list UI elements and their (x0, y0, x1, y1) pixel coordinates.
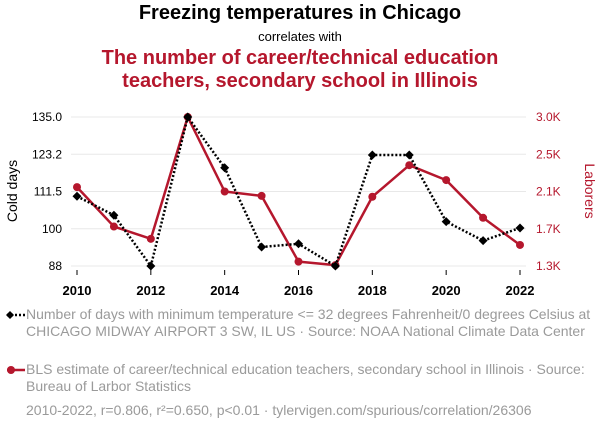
footer-stats: 2010-2022, r=0.806, r²=0.650, p<0.01 · t… (26, 402, 532, 418)
series-group (72, 112, 525, 271)
x-tick-label: 2012 (136, 283, 165, 298)
secondary-title-line-2: teachers, secondary school in Illinois (122, 70, 478, 92)
chart-title: Freezing temperatures in Chicago (138, 2, 462, 24)
data-point-cold-days (183, 112, 193, 122)
y-tick-label-left: 123.2 (32, 147, 62, 161)
data-point-cold-days (257, 242, 267, 252)
left-axis-ticks: 135.0 123.2 111.5 100 88 (32, 110, 62, 273)
y-tick-label-left: 100 (42, 222, 62, 236)
y-tick-label-right: 3.0K (536, 110, 561, 124)
y-tick-label-right: 2.5K (536, 147, 561, 161)
chart-secondary-title: The number of career/technical education… (0, 47, 600, 93)
legend-text-1: Number of days with minimum temperature … (26, 306, 591, 339)
x-axis-ticks: 2010 2012 2014 2016 2018 2020 2022 (63, 270, 535, 298)
data-point-cold-days (367, 150, 377, 160)
data-point-laborers (220, 187, 229, 196)
chart-plot: 135.0 123.2 111.5 100 88 3.0K 2.5K 2.1K 1.7K 1.3… (4, 110, 598, 298)
legend-item-1: Number of days with minimum temperature … (6, 306, 591, 340)
legend-marker-1 (6, 311, 25, 319)
legend-marker-2 (7, 366, 25, 374)
data-point-cold-days (220, 163, 230, 173)
x-tick-label: 2018 (358, 283, 387, 298)
data-point-laborers (146, 234, 155, 243)
data-point-laborers (109, 222, 118, 231)
y-tick-label-left: 88 (49, 259, 63, 273)
data-point-laborers (442, 176, 451, 185)
legend-text-2: BLS estimate of career/technical educati… (26, 361, 585, 394)
y-tick-label-right: 2.1K (536, 185, 561, 199)
data-point-cold-days (146, 261, 156, 271)
x-tick-label: 2010 (63, 283, 92, 298)
data-point-laborers (516, 240, 524, 249)
data-point-laborers (294, 257, 303, 266)
x-tick-label: 2014 (210, 283, 240, 298)
right-axis-ticks: 3.0K 2.5K 2.1K 1.7K 1.3K (536, 110, 561, 273)
data-point-laborers (73, 183, 81, 192)
data-point-laborers (257, 191, 266, 200)
x-tick-label: 2016 (284, 283, 313, 298)
legend-item-2: BLS estimate of career/technical educati… (6, 361, 591, 395)
data-point-cold-days (404, 150, 414, 160)
y-tick-label-right: 1.3K (536, 259, 561, 273)
y-tick-label-right: 1.7K (536, 222, 561, 236)
y-axis-label-left: Cold days (4, 160, 20, 222)
data-point-cold-days (294, 239, 303, 249)
data-point-cold-days (72, 191, 82, 201)
data-point-cold-days (330, 261, 340, 271)
data-point-cold-days (515, 223, 525, 233)
y-axis-label-right: Laborers (582, 163, 598, 218)
chart-subtitle: correlates with (258, 29, 342, 44)
data-point-cold-days (441, 217, 451, 227)
data-point-cold-days (109, 210, 119, 220)
data-point-laborers (405, 161, 414, 170)
secondary-title-line-1: The number of career/technical education (101, 47, 499, 69)
x-tick-label: 2022 (506, 283, 535, 298)
x-tick-label: 2020 (432, 283, 461, 298)
y-tick-label-left: 111.5 (34, 185, 63, 199)
data-point-laborers (368, 192, 377, 201)
data-point-cold-days (478, 236, 488, 246)
data-point-laborers (479, 213, 488, 222)
y-tick-label-left: 135.0 (32, 110, 62, 124)
